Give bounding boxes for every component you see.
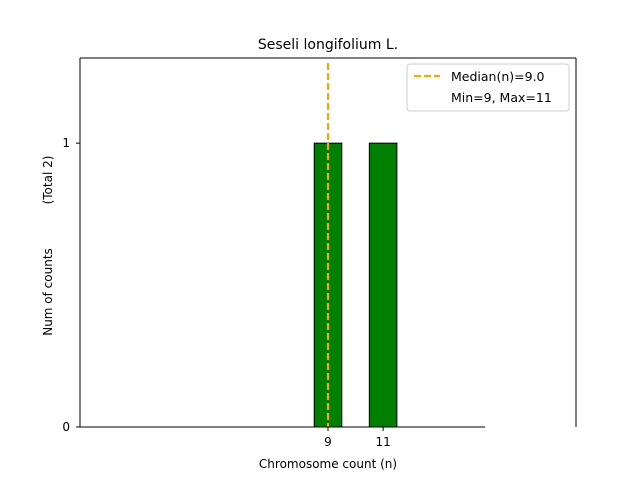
x-axis-label: Chromosome count (n) (259, 457, 397, 471)
y-tick-label-0: 0 (62, 420, 70, 434)
bar-11 (368, 142, 398, 428)
legend-frame (406, 63, 570, 112)
legend-median-label: Median(n)=9.0 (451, 69, 545, 84)
y-axis-label: Num of counts (41, 248, 55, 336)
legend: Median(n)=9.0 Min=9, Max=11 (406, 63, 570, 112)
x-tick-label-9: 9 (324, 435, 332, 449)
y-tick-label-1: 1 (62, 136, 70, 150)
y-axis-total-label: (Total 2) (41, 156, 55, 205)
x-tick-label-11: 11 (375, 435, 390, 449)
bars-layer (313, 142, 398, 428)
axes-layer: 9 11 0 1 (62, 57, 577, 449)
legend-minmax-label: Min=9, Max=11 (451, 90, 552, 105)
chart-title: Seseli longifolium L. (258, 37, 398, 53)
